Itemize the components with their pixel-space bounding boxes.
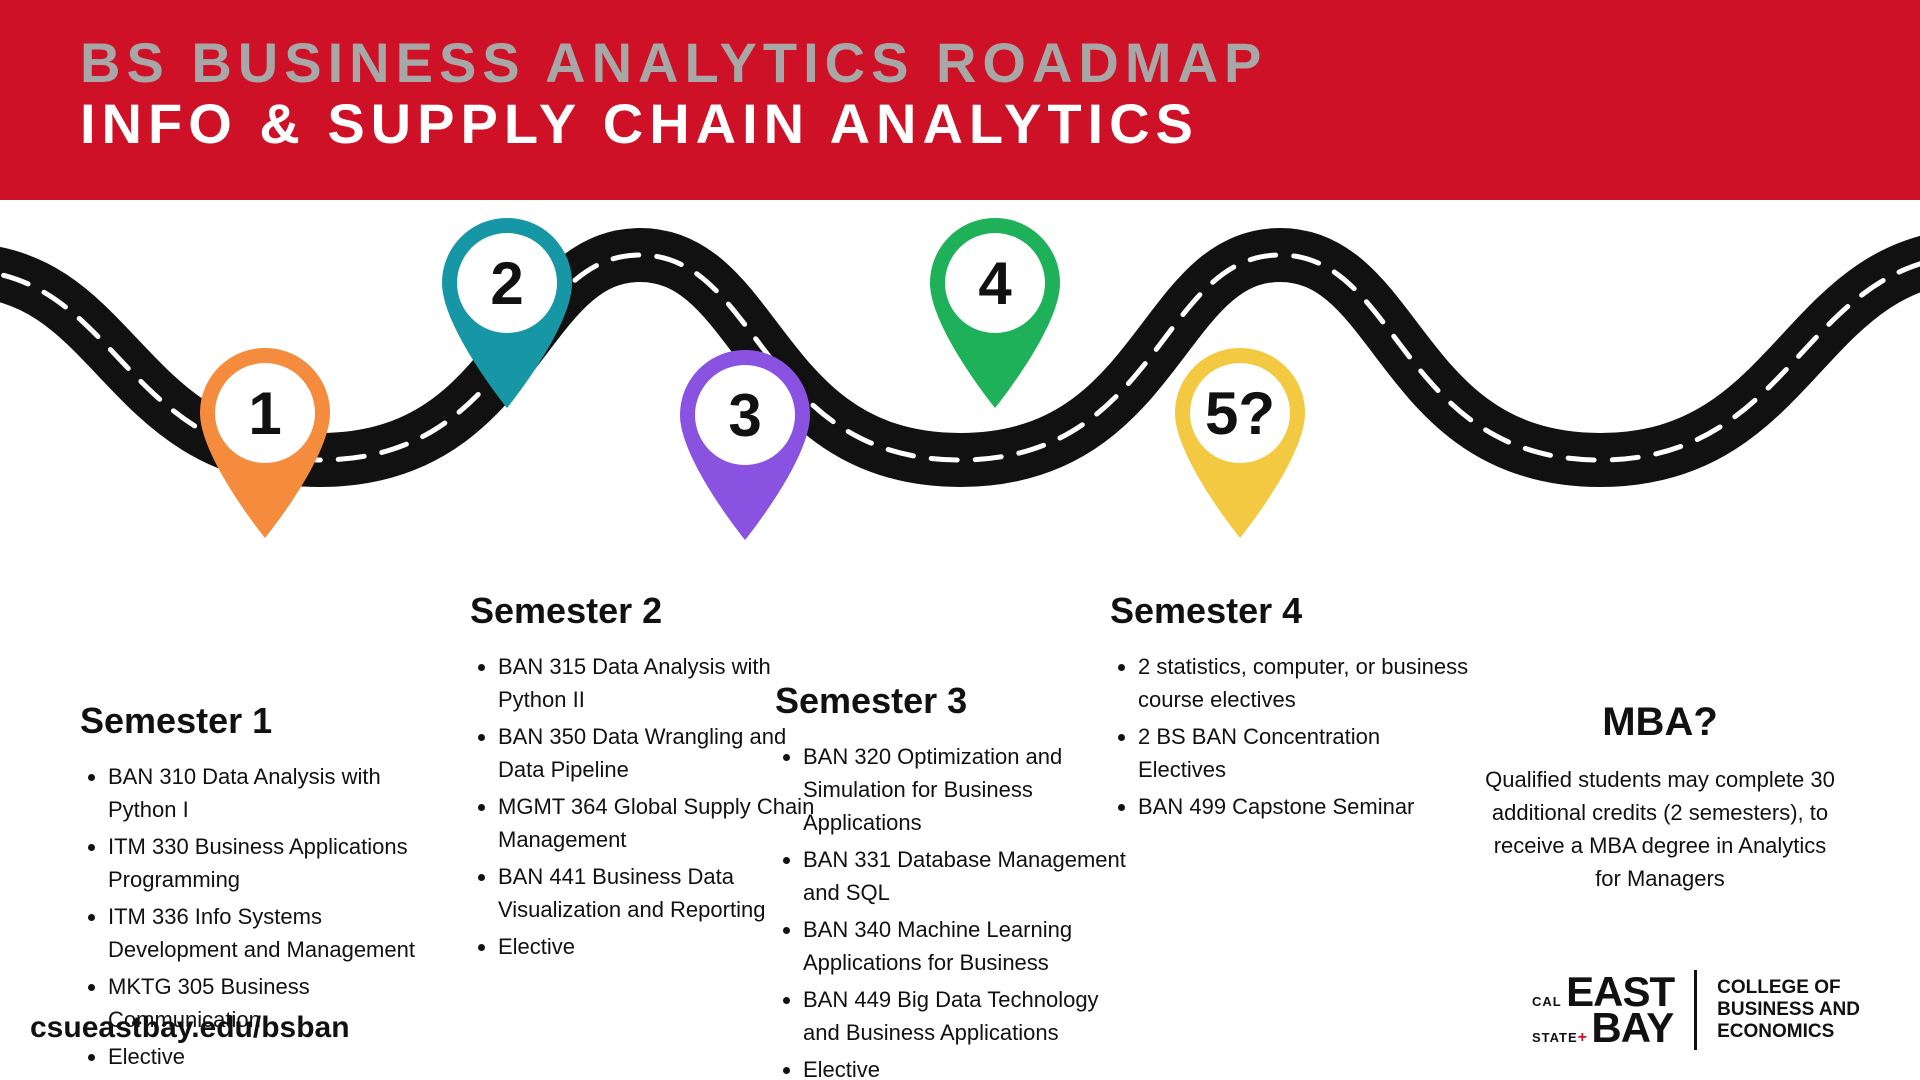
list-item: ITM 336 Info Systems Development and Man…	[108, 900, 440, 966]
header: BS BUSINESS ANALYTICS ROADMAP INFO & SUP…	[0, 0, 1920, 200]
roadmap-infographic: BS BUSINESS ANALYTICS ROADMAP INFO & SUP…	[0, 0, 1920, 1080]
marker-2: 2	[442, 218, 572, 408]
logo-right: COLLEGE OF BUSINESS AND ECONOMICS	[1717, 977, 1860, 1043]
column-title: Semester 2	[470, 590, 830, 632]
columns: Semester 1 BAN 310 Data Analysis with Pyt…	[0, 550, 1920, 970]
marker-1: 1	[200, 348, 330, 538]
logo-divider	[1694, 970, 1697, 1050]
header-line1: BS BUSINESS ANALYTICS ROADMAP	[80, 30, 1840, 95]
column-title: Semester 3	[775, 680, 1135, 722]
column-4: Semester 4 2 statistics, computer, or bus…	[1110, 590, 1470, 827]
logo-plus-icon: +	[1578, 1029, 1587, 1046]
marker-number: 1	[215, 363, 315, 463]
logo-bay: BAY	[1591, 1004, 1673, 1051]
list-item: BAN 320 Optimization and Simulation for …	[803, 740, 1135, 839]
list-item: ITM 330 Business Applications Programmin…	[108, 830, 440, 896]
url: csueastbay.edu/bsban	[30, 1011, 350, 1045]
course-list: BAN 320 Optimization and Simulation for …	[775, 740, 1135, 1080]
marker-number: 2	[457, 233, 557, 333]
list-item: Elective	[803, 1053, 1135, 1080]
marker-4: 4	[930, 218, 1060, 408]
list-item: BAN 340 Machine Learning Applications fo…	[803, 913, 1135, 979]
marker-number: 4	[945, 233, 1045, 333]
marker-number: 3	[695, 365, 795, 465]
logo-state: STATE	[1532, 1030, 1578, 1045]
course-list: 2 statistics, computer, or business cour…	[1110, 650, 1470, 823]
logo-left: CAL EAST STATE+ BAY	[1532, 974, 1674, 1045]
institution-logo: CAL EAST STATE+ BAY COLLEGE OF BUSINESS …	[1532, 970, 1860, 1050]
column-title: Semester 1	[80, 700, 440, 742]
list-item: BAN 310 Data Analysis with Python I	[108, 760, 440, 826]
marker-number: 5?	[1190, 363, 1290, 463]
logo-cal: CAL	[1532, 994, 1562, 1009]
list-item: 2 BS BAN Concentration Electives	[1138, 720, 1470, 786]
logo-right-3: ECONOMICS	[1717, 1021, 1860, 1043]
column-5: MBA? Qualified students may complete 30 a…	[1480, 700, 1840, 895]
list-item: 2 statistics, computer, or business cour…	[1138, 650, 1470, 716]
logo-right-2: BUSINESS AND	[1717, 999, 1860, 1021]
marker-3: 3	[680, 350, 810, 540]
marker-5: 5?	[1175, 348, 1305, 538]
column-title: MBA?	[1480, 700, 1840, 745]
logo-right-1: COLLEGE OF	[1717, 977, 1860, 999]
mba-description: Qualified students may complete 30 addit…	[1480, 763, 1840, 895]
list-item: BAN 499 Capstone Seminar	[1138, 790, 1470, 823]
list-item: BAN 331 Database Management and SQL	[803, 843, 1135, 909]
column-title: Semester 4	[1110, 590, 1470, 632]
header-line2: INFO & SUPPLY CHAIN ANALYTICS	[80, 91, 1840, 156]
column-3: Semester 3 BAN 320 Optimization and Simul…	[775, 680, 1135, 1080]
list-item: BAN 449 Big Data Technology and Business…	[803, 983, 1135, 1049]
